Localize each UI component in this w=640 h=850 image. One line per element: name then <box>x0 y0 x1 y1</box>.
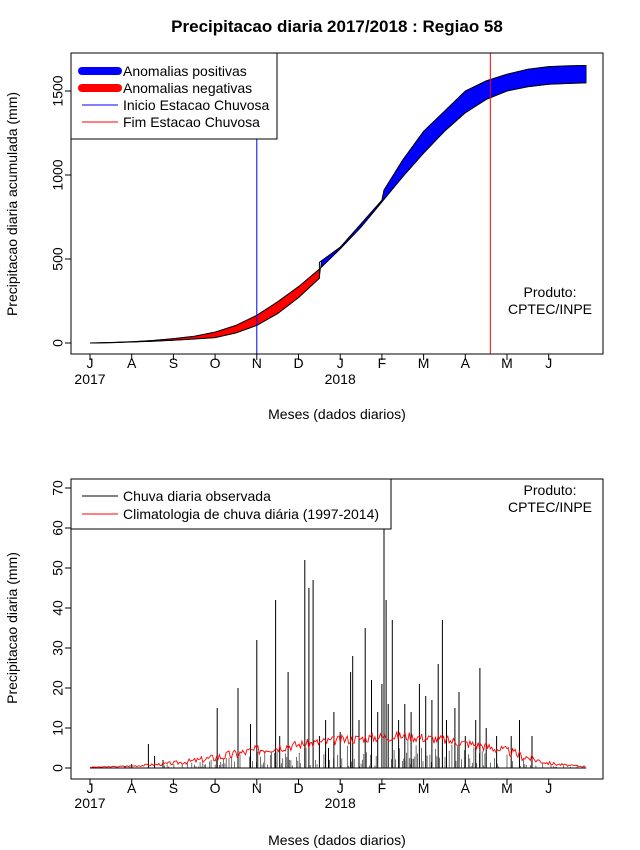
top-cumulative-lines <box>89 65 587 344</box>
x-tick-label: J <box>337 780 344 796</box>
legend-label-onset: Inicio Estacao Chuvosa <box>123 97 270 113</box>
bottom-legend: Chuva diaria observada Climatologia de c… <box>70 478 392 530</box>
x-tick-label: A <box>461 355 471 371</box>
bottom-y-axis-label: Precipitacao diaria (mm) <box>4 552 20 704</box>
x-tick-label: A <box>461 780 471 796</box>
y-tick-label: 500 <box>50 247 66 271</box>
x-year-label: 2017 <box>74 795 105 811</box>
x-tick-label: O <box>210 780 221 796</box>
y-tick-label: 1500 <box>50 75 66 106</box>
x-tick-label: F <box>378 780 387 796</box>
x-tick-label: D <box>293 780 303 796</box>
x-year-label: 2017 <box>74 371 105 387</box>
x-tick-label: A <box>127 780 137 796</box>
chart-title: Precipitacao diaria 2017/2018 : Regiao 5… <box>171 17 503 36</box>
y-tick-label: 0 <box>50 339 66 347</box>
bottom-legend-box <box>70 478 392 530</box>
bottom-observed-bars <box>90 528 587 769</box>
y-tick-label: 40 <box>50 600 66 616</box>
x-tick-label: M <box>501 355 513 371</box>
bottom-product-label: Produto: <box>524 482 577 498</box>
y-tick-label: 1000 <box>50 159 66 190</box>
x-tick-label: J <box>545 780 552 796</box>
bottom-product-source: CPTEC/INPE <box>508 499 592 515</box>
legend-label-negative: Anomalias negativas <box>123 80 252 96</box>
y-tick-label: 30 <box>50 640 66 656</box>
x-tick-label: M <box>418 780 430 796</box>
top-y-axis-label: Precipitacao diaria acumulada (mm) <box>4 92 20 316</box>
x-tick-label: D <box>293 355 303 371</box>
legend-label-climatology: Climatologia de chuva diária (1997-2014) <box>123 506 379 522</box>
observed-cumulative-line <box>89 65 587 344</box>
bottom-y-axis: 0 10 20 30 40 50 60 70 <box>50 480 72 772</box>
y-tick-label: 20 <box>50 680 66 696</box>
x-tick-label: S <box>169 780 178 796</box>
x-tick-label: J <box>87 355 94 371</box>
x-tick-label: M <box>501 780 513 796</box>
y-tick-label: 50 <box>50 560 66 576</box>
x-tick-label: A <box>127 355 137 371</box>
y-tick-label: 10 <box>50 720 66 736</box>
x-tick-label: F <box>378 355 387 371</box>
x-year-label: 2018 <box>325 795 356 811</box>
bottom-x-axis-label: Meses (dados diarios) <box>268 832 406 848</box>
bottom-climatology <box>89 730 586 768</box>
legend-label-end: Fim Estacao Chuvosa <box>123 114 260 130</box>
x-tick-label: S <box>169 355 178 371</box>
x-tick-label: O <box>210 355 221 371</box>
legend-label-positive: Anomalias positivas <box>123 63 247 79</box>
x-tick-label: J <box>545 355 552 371</box>
top-product-label: Produto: <box>524 284 577 300</box>
x-tick-label: M <box>418 355 430 371</box>
y-tick-label: 70 <box>50 480 66 496</box>
x-tick-label: N <box>252 780 262 796</box>
x-tick-label: J <box>337 355 344 371</box>
y-tick-label: 0 <box>50 764 66 772</box>
top-product-source: CPTEC/INPE <box>508 301 592 317</box>
y-tick-label: 60 <box>50 520 66 536</box>
top-legend: Anomalias positivas Anomalias negativas … <box>70 52 278 140</box>
legend-label-observed: Chuva diaria observada <box>123 488 271 504</box>
top-x-axis-label: Meses (dados diarios) <box>268 406 406 422</box>
climatology-cumulative-line <box>89 82 587 344</box>
x-tick-label: N <box>252 355 262 371</box>
x-tick-label: J <box>87 780 94 796</box>
climatology-daily-line <box>89 730 586 768</box>
x-year-label: 2018 <box>325 371 356 387</box>
